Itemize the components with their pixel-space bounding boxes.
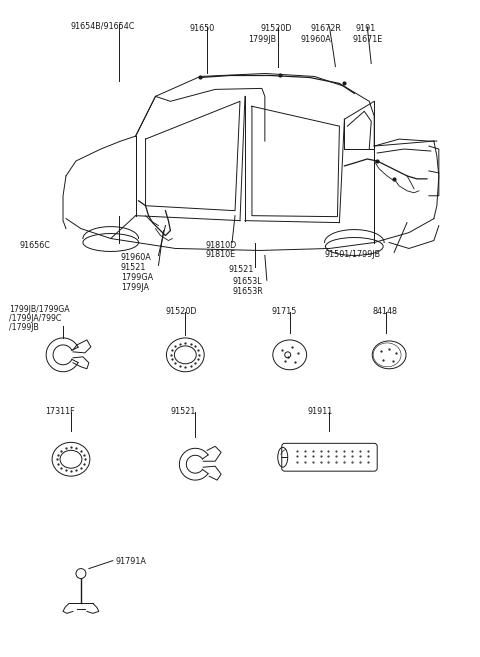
- Text: 91656C: 91656C: [19, 240, 50, 250]
- Text: 91521: 91521: [120, 263, 146, 273]
- Text: 17311F: 17311F: [45, 407, 75, 415]
- Text: 1799GA: 1799GA: [120, 273, 153, 283]
- Text: 84148: 84148: [372, 307, 397, 316]
- Text: /1799JB: /1799JB: [9, 323, 39, 332]
- Text: 91521: 91521: [170, 407, 196, 415]
- Text: 91520D: 91520D: [166, 307, 197, 316]
- Text: 91810D: 91810D: [205, 240, 237, 250]
- Text: 91521: 91521: [228, 265, 253, 275]
- Text: 91791A: 91791A: [116, 556, 146, 566]
- Text: 91650: 91650: [189, 24, 215, 33]
- Text: 1799JB: 1799JB: [248, 35, 276, 44]
- Text: 91960A: 91960A: [120, 254, 152, 262]
- Text: 1799JA: 1799JA: [120, 283, 149, 292]
- Text: 91810E: 91810E: [205, 250, 235, 260]
- Text: 91501/1799JB: 91501/1799JB: [324, 250, 381, 260]
- Text: 91911: 91911: [308, 407, 333, 415]
- Text: 91653R: 91653R: [232, 287, 263, 296]
- Text: 91671E: 91671E: [352, 35, 383, 44]
- Text: 91653L: 91653L: [232, 277, 262, 286]
- Text: 91672R: 91672R: [311, 24, 341, 33]
- Text: 91960A: 91960A: [300, 35, 331, 44]
- Text: /1799JA/799C: /1799JA/799C: [9, 314, 61, 323]
- Text: 1799JB/1799GA: 1799JB/1799GA: [9, 305, 70, 314]
- Text: 91520D: 91520D: [261, 24, 292, 33]
- Text: 91654B/91654C: 91654B/91654C: [71, 22, 135, 31]
- Text: 9191: 9191: [355, 24, 375, 33]
- Text: 91715: 91715: [272, 307, 297, 316]
